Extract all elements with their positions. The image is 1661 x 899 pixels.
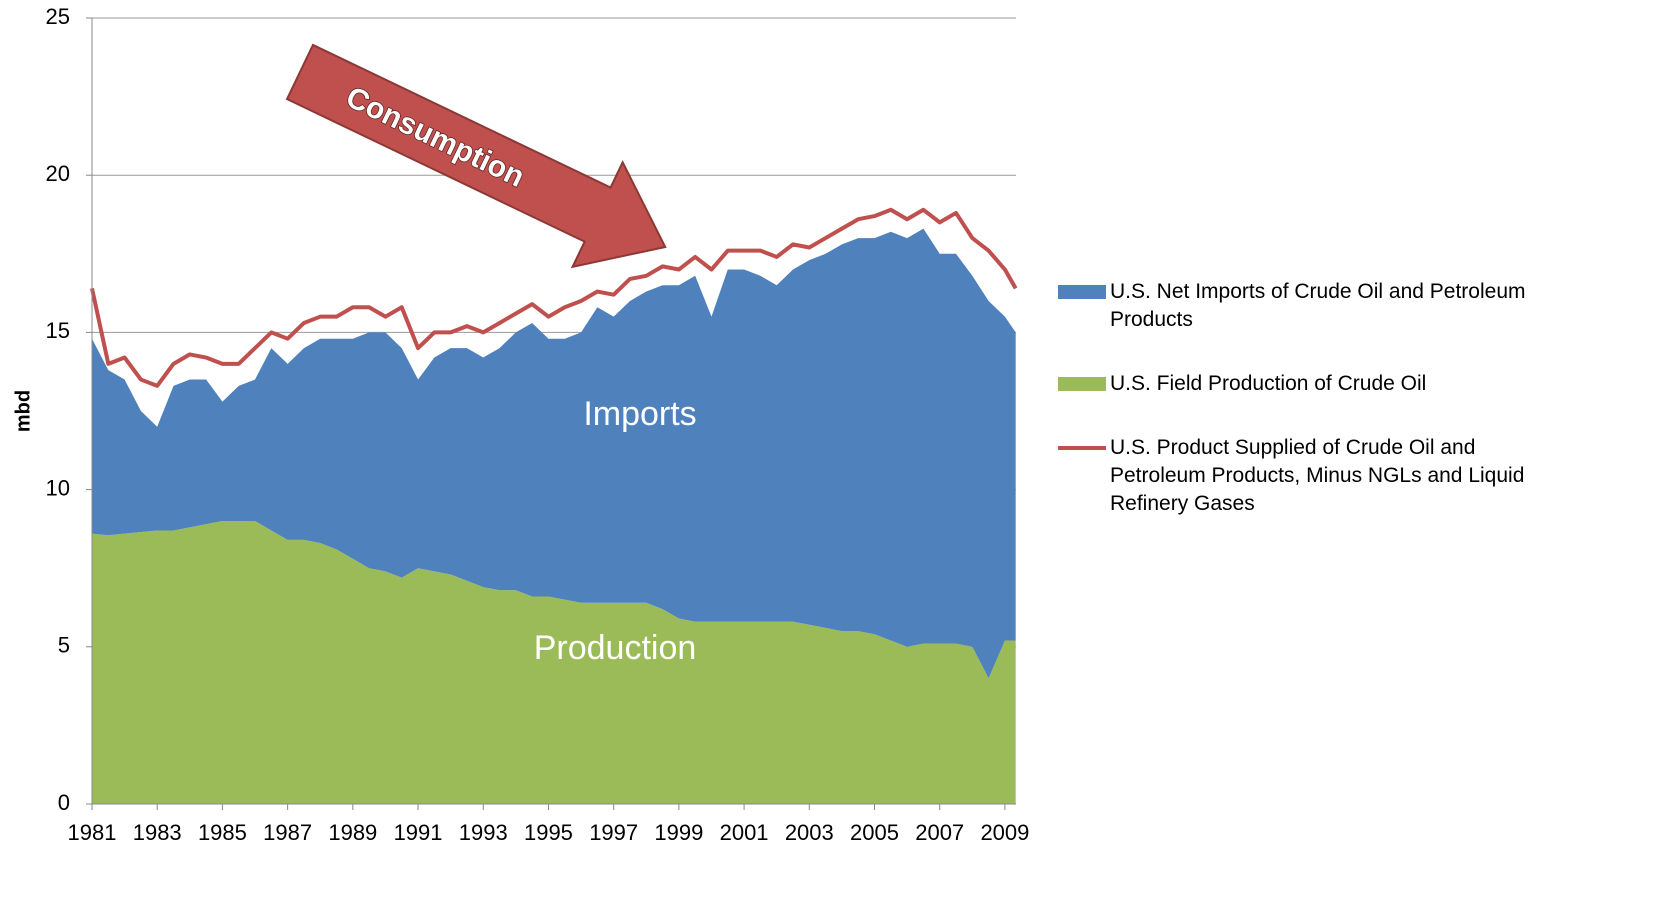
x-tick-label: 1983: [133, 820, 182, 845]
area: [92, 521, 1016, 804]
legend-swatch: [1058, 446, 1106, 450]
x-tick-label: 2009: [980, 820, 1029, 845]
y-tick-label: 15: [46, 318, 70, 343]
legend-item: U.S. Net Imports of Crude Oil and Petrol…: [1058, 278, 1558, 334]
area: [92, 228, 1016, 679]
y-axis-label: mbd: [12, 390, 34, 432]
x-tick-label: 2005: [850, 820, 899, 845]
x-tick-label: 2001: [720, 820, 769, 845]
x-tick-label: 1981: [68, 820, 117, 845]
production-label: Production: [534, 629, 697, 667]
legend-label: U.S. Net Imports of Crude Oil and Petrol…: [1110, 280, 1526, 331]
legend-swatch: [1058, 285, 1106, 299]
legend-label: U.S. Product Supplied of Crude Oil and P…: [1110, 436, 1525, 515]
y-tick-label: 10: [46, 475, 70, 500]
x-tick-label: 2003: [785, 820, 834, 845]
x-tick-label: 1995: [524, 820, 573, 845]
x-tick-label: 2007: [915, 820, 964, 845]
y-tick-label: 25: [46, 4, 70, 29]
legend-item: U.S. Product Supplied of Crude Oil and P…: [1058, 434, 1558, 518]
x-tick-label: 1987: [263, 820, 312, 845]
x-tick-label: 1999: [654, 820, 703, 845]
line: [90, 207, 1018, 388]
y-tick-label: 0: [58, 790, 70, 815]
legend-swatch: [1058, 377, 1106, 391]
y-tick-label: 5: [58, 633, 70, 658]
legend-label: U.S. Field Production of Crude Oil: [1110, 372, 1427, 395]
x-tick-label: 1997: [589, 820, 638, 845]
x-tick-label: 1985: [198, 820, 247, 845]
x-tick-label: 1989: [328, 820, 377, 845]
consumption-arrow: Consumption: [285, 43, 667, 269]
imports-label: Imports: [583, 395, 696, 433]
y-tick-label: 20: [46, 161, 70, 186]
legend: U.S. Net Imports of Crude Oil and Petrol…: [1058, 278, 1558, 554]
legend-item: U.S. Field Production of Crude Oil: [1058, 370, 1558, 398]
x-tick-label: 1991: [394, 820, 443, 845]
x-tick-label: 1993: [459, 820, 508, 845]
